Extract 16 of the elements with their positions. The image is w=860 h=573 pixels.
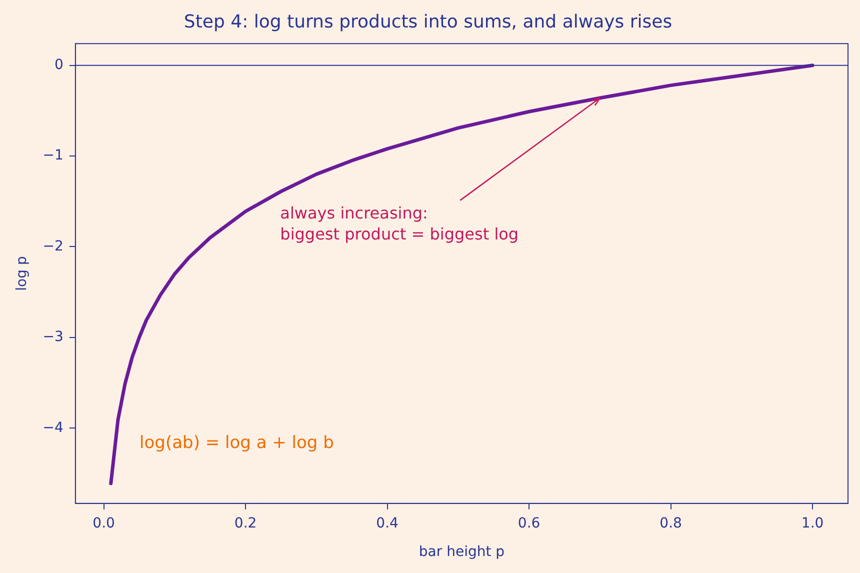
- x-tick-label: 1.0: [801, 515, 824, 532]
- y-tick-label: −1: [42, 148, 64, 164]
- annotation: log(ab) = log a + log b: [140, 433, 334, 454]
- x-tick-label: 0.6: [518, 515, 540, 532]
- y-tick-label: −3: [42, 329, 64, 346]
- y-tick-label: 0: [54, 57, 64, 74]
- x-tick-label: 0.8: [660, 515, 682, 532]
- x-tick-label: 0.4: [376, 515, 399, 532]
- annotation: always increasing: biggest product = biggest log: [280, 203, 519, 244]
- x-tick-label: 0.2: [234, 515, 257, 532]
- chart-title: Step 4: log turns products into sums, and always rises: [184, 11, 672, 32]
- y-tick-label: −2: [42, 238, 64, 254]
- x-axis-title: bar height p: [418, 544, 505, 560]
- y-axis-title: log p: [14, 256, 30, 291]
- x-tick-label: 0.0: [92, 515, 115, 532]
- y-tick-label: −4: [42, 420, 64, 436]
